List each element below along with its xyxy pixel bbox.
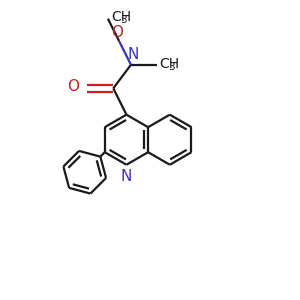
Text: 3: 3: [168, 62, 175, 72]
Text: N: N: [121, 169, 132, 184]
Text: CH: CH: [111, 10, 131, 24]
Text: O: O: [112, 25, 124, 40]
Text: 3: 3: [120, 15, 127, 25]
Text: N: N: [128, 47, 139, 62]
Text: CH: CH: [159, 57, 179, 71]
Text: O: O: [68, 80, 80, 94]
